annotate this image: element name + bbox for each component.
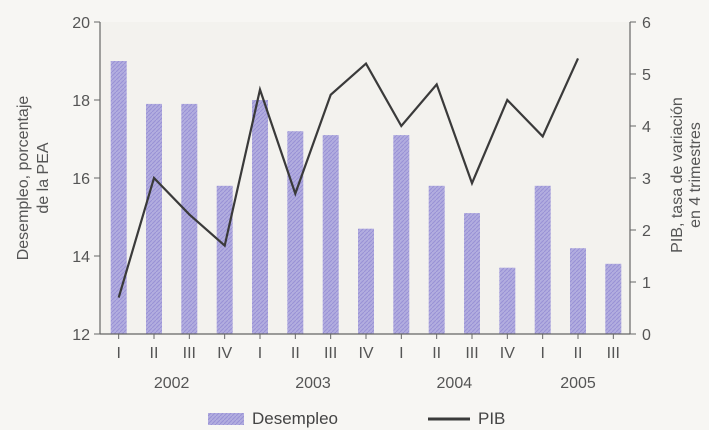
left-tick-label: 16: [72, 171, 90, 188]
right-tick-label: 2: [642, 223, 651, 240]
bar-desempleo: [499, 267, 516, 334]
legend-swatch-desempleo: [208, 413, 244, 425]
left-tick-label: 12: [72, 327, 90, 344]
legend: Desempleo PIB: [208, 409, 505, 428]
bar-desempleo: [393, 135, 410, 334]
bar-desempleo: [287, 131, 304, 334]
bar-desempleo: [464, 213, 480, 334]
x-tick-label: IV: [500, 345, 515, 362]
y-axis-title-line2: de la PEA: [35, 142, 52, 213]
bar-desempleo: [110, 61, 127, 334]
bar-desempleo: [570, 248, 586, 334]
year-label: 2002: [154, 375, 190, 392]
bar-desempleo: [605, 263, 622, 334]
year-label: 2004: [437, 375, 473, 392]
year-label: 2005: [560, 375, 596, 392]
gdp-line: [117, 57, 580, 298]
bar-desempleo: [358, 228, 374, 334]
bar-desempleo: [216, 185, 233, 334]
y2-axis-title-line2: en 4 trimestres: [687, 122, 704, 228]
x-tick-label: II: [574, 345, 583, 362]
x-tick-label: II: [150, 345, 159, 362]
x-tick-label: I: [116, 345, 120, 362]
x-tick-label: I: [258, 345, 262, 362]
left-tick-label: 20: [72, 15, 90, 32]
right-tick-label: 1: [642, 275, 651, 292]
right-tick-label: 0: [642, 327, 651, 344]
x-tick-label: II: [291, 345, 300, 362]
x-tick-label: III: [324, 345, 337, 362]
legend-label-desempleo: Desempleo: [252, 409, 338, 428]
x-tick-label: III: [607, 345, 620, 362]
x-tick-label: IV: [217, 345, 232, 362]
x-tick-label: II: [432, 345, 441, 362]
left-tick-label: 18: [72, 93, 90, 110]
bar-desempleo: [252, 100, 268, 334]
right-tick-label: 5: [642, 67, 651, 84]
y-axis-title-line1: Desempleo, porcentaje: [15, 96, 32, 261]
bars: [110, 61, 622, 335]
left-tick-label: 14: [72, 249, 90, 266]
right-tick-label: 6: [642, 15, 651, 32]
line-pib: [117, 57, 580, 298]
bar-desempleo: [146, 103, 162, 335]
x-tick-label: IV: [358, 345, 373, 362]
right-tick-label: 3: [642, 171, 651, 188]
x-tick-label: III: [183, 345, 196, 362]
bar-desempleo: [534, 185, 551, 334]
bar-desempleo: [181, 103, 198, 335]
bar-desempleo: [322, 135, 339, 334]
y2-axis-title-line1: PIB, tasa de variación: [669, 97, 686, 253]
x-tick-label: I: [399, 345, 403, 362]
bar-desempleo: [428, 185, 445, 334]
year-label: 2003: [295, 375, 331, 392]
right-tick-label: 4: [642, 119, 651, 136]
x-tick-label: III: [465, 345, 478, 362]
legend-label-pib: PIB: [478, 409, 505, 428]
x-tick-label: I: [540, 345, 544, 362]
axes: [94, 21, 636, 339]
